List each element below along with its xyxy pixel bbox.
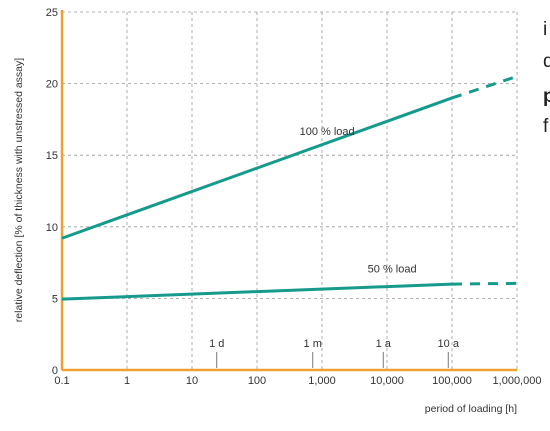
y-tick-label: 0 xyxy=(52,365,58,377)
time-marker-label: 1 d xyxy=(209,338,224,350)
x-axis-title: period of loading [h] xyxy=(425,403,517,415)
tick-labels: 0.1 1 10 100 1,000 10,000 100,000 1,000,0000510… xyxy=(46,7,542,387)
y-tick-label: 5 xyxy=(52,293,58,305)
series-label: 100 % load xyxy=(300,126,355,138)
data-series: 100 % load 50 % load xyxy=(61,75,518,301)
x-tick-label: 1,000,000 xyxy=(493,375,542,387)
x-tick-label: 1,000 xyxy=(308,375,336,387)
series-line xyxy=(61,96,453,240)
side-text-line-1: i xyxy=(543,19,548,40)
y-tick-label: 20 xyxy=(46,79,58,91)
x-tick-label: 10 xyxy=(186,375,198,387)
y-tick-label: 10 xyxy=(46,222,58,234)
x-tick-label: 100,000 xyxy=(432,375,472,387)
side-text-line-3: p xyxy=(543,86,550,107)
series-label: 50 % load xyxy=(368,264,417,276)
time-marker-label: 1 m xyxy=(304,338,322,350)
grid-lines xyxy=(62,11,518,370)
y-axis-title: relative deflection [% of thickness with… xyxy=(13,58,25,322)
axes xyxy=(60,10,517,372)
series-extrapolation xyxy=(451,281,518,286)
y-tick-label: 25 xyxy=(46,7,58,19)
x-tick-label: 0.1 xyxy=(54,375,69,387)
side-text-line-2: d xyxy=(543,51,550,72)
side-text-line-4: f xyxy=(543,116,549,137)
time-marker-label: 10 a xyxy=(438,338,460,350)
series-line xyxy=(61,282,453,301)
time-markers: 1 d 1 m 1 a 10 a xyxy=(209,338,460,368)
y-tick-label: 15 xyxy=(46,150,58,162)
x-tick-label: 1 xyxy=(124,375,130,387)
time-marker-label: 1 a xyxy=(376,338,392,350)
x-tick-label: 10,000 xyxy=(370,375,404,387)
x-tick-label: 100 xyxy=(248,375,266,387)
series-extrapolation xyxy=(451,75,518,100)
